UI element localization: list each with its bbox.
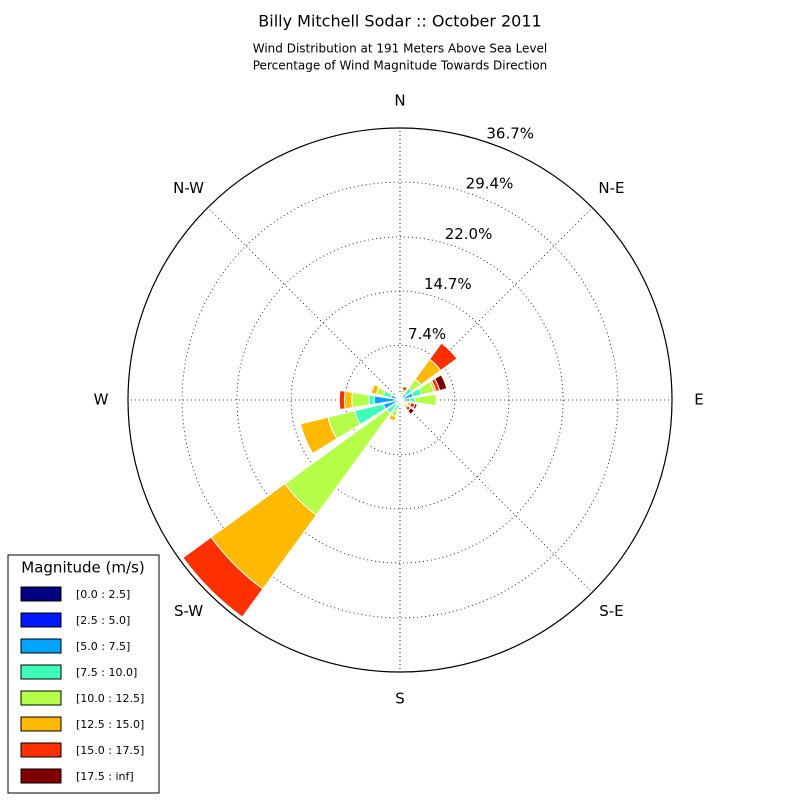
wind-bar	[412, 403, 418, 410]
legend-label: [0.0 : 2.5]	[76, 588, 130, 601]
angular-grid-line	[399, 207, 593, 401]
wind-bar	[343, 390, 353, 410]
wind-bar	[434, 374, 448, 392]
wind-bar	[428, 342, 458, 372]
direction-label: N-W	[173, 179, 204, 197]
wind-bar	[414, 393, 437, 407]
chart-title: Billy Mitchell Sodar :: October 2011	[258, 12, 541, 31]
legend-label: [15.0 : 17.5]	[76, 744, 144, 757]
polar-frame	[127, 127, 673, 673]
wind-bar	[338, 389, 346, 411]
wind-bar	[370, 383, 380, 395]
grid-ring	[181, 181, 619, 619]
legend-label: [7.5 : 10.0]	[76, 666, 137, 679]
direction-label: S	[395, 690, 405, 708]
legend-label: [2.5 : 5.0]	[76, 614, 130, 627]
chart-subtitle: Percentage of Wind Magnitude Towards Dir…	[253, 59, 547, 73]
direction-label: N	[394, 92, 405, 110]
wind-bar	[398, 405, 402, 408]
legend-label: [5.0 : 7.5]	[76, 640, 130, 653]
direction-label: S-E	[599, 602, 623, 620]
radial-tick-label: 36.7%	[486, 124, 534, 142]
wind-bar	[401, 385, 409, 392]
radial-tick-label: 29.4%	[466, 174, 514, 192]
chart-subtitle: Wind Distribution at 191 Meters Above Se…	[253, 42, 548, 56]
radial-tick-label: 22.0%	[445, 225, 493, 243]
direction-label: E	[694, 391, 703, 409]
legend-swatch	[20, 664, 62, 680]
legend-label: [10.0 : 12.5]	[76, 692, 144, 705]
wind-bar	[368, 394, 375, 406]
legend-swatch	[20, 690, 62, 706]
legend-label: [12.5 : 15.0]	[76, 718, 144, 731]
wind-bar	[408, 397, 416, 403]
angular-grid-line	[207, 207, 401, 401]
legend-swatch	[20, 742, 62, 758]
wind-bar	[396, 394, 400, 398]
legend-label: [17.5 : inf]	[76, 770, 134, 783]
legend-swatch	[20, 716, 62, 732]
grid-ring	[236, 236, 564, 564]
radial-tick-label: 14.7%	[424, 275, 472, 293]
grid-ring	[290, 290, 510, 510]
direction-label: W	[94, 391, 109, 409]
wind-bar	[182, 536, 264, 618]
wind-bar	[407, 407, 416, 416]
legend: Magnitude (m/s) [0.0 : 2.5] [2.5 : 5.0] [5.…	[7, 554, 160, 794]
direction-label: S-W	[174, 602, 203, 620]
legend-swatch	[20, 586, 62, 602]
wind-bar	[299, 416, 338, 455]
angular-grid-line	[399, 399, 593, 593]
direction-label: N-E	[598, 179, 624, 197]
legend-swatch	[20, 612, 62, 628]
legend-swatch	[20, 768, 62, 784]
legend-swatch	[20, 638, 62, 654]
wind-bar	[388, 413, 397, 422]
legend-title: Magnitude (m/s)	[21, 559, 144, 577]
radial-tick-label: 7.4%	[408, 325, 446, 343]
wind-bar	[351, 391, 370, 409]
